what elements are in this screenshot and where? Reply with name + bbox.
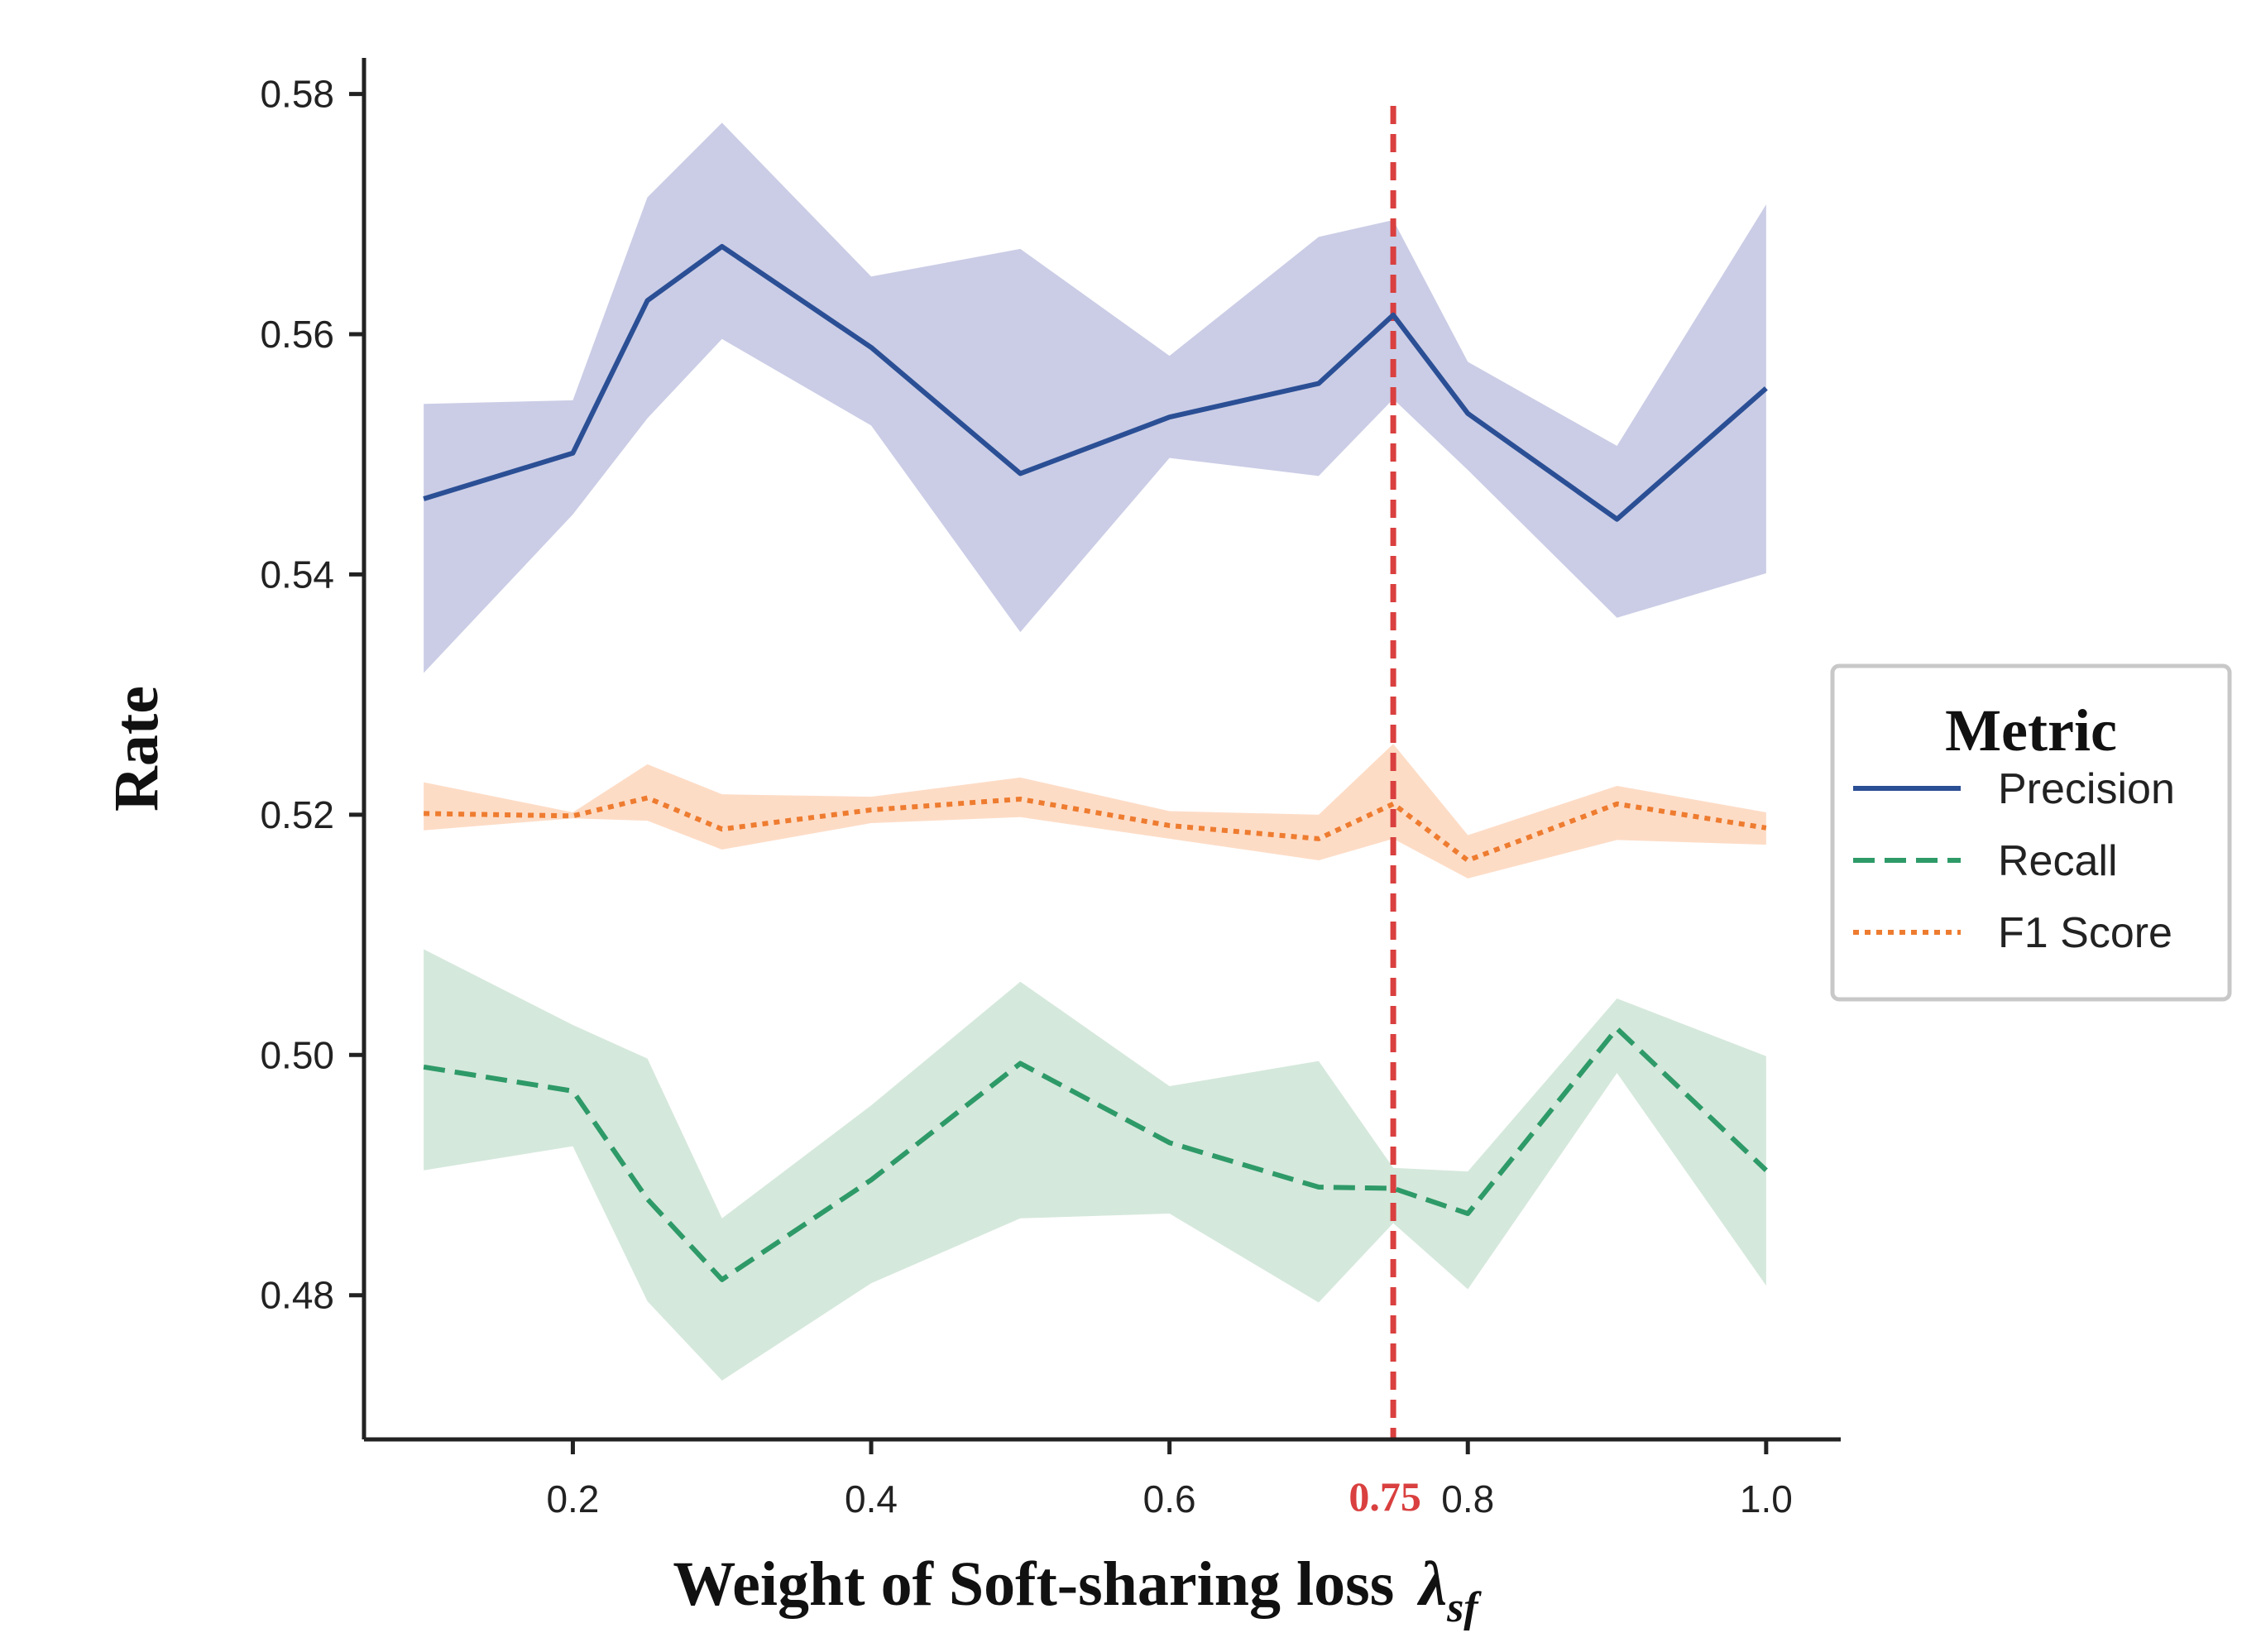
precision-line (423, 243, 1768, 522)
f1-score-legend-label: F1 Score (1998, 909, 2172, 957)
x-tick-label: 0.8 (1441, 1477, 1494, 1520)
y-ticks: 0.48 0.50 0.52 0.54 0.56 0.58 (260, 73, 364, 1317)
f1-score-confidence-band (424, 744, 1766, 879)
legend-items: Precision Recall F1 Score (1853, 765, 2175, 957)
precision-legend-label: Precision (1998, 765, 2175, 813)
x-tick-label: 1.0 (1740, 1477, 1793, 1520)
x-axis-title-subscript: sf (1446, 1584, 1482, 1631)
y-tick-label: 0.48 (260, 1274, 334, 1317)
precision-confidence-band (424, 122, 1766, 673)
f1-score-line (424, 795, 1767, 864)
x-tick-label: 0.4 (845, 1477, 898, 1520)
y-axis-title: Rate (102, 686, 171, 812)
y-tick-label: 0.56 (260, 313, 334, 356)
series-lines (423, 243, 1768, 1282)
reference-line-label: 0.75 (1348, 1473, 1421, 1520)
y-tick-label: 0.58 (260, 73, 334, 116)
legend-box (1830, 663, 2232, 1002)
y-tick-label: 0.54 (260, 553, 334, 596)
recall-line (423, 1026, 1768, 1282)
legend: Metric Precision Recall F1 Score (1830, 663, 2232, 1002)
recall-legend-label: Recall (1998, 837, 2118, 885)
axes (362, 58, 1841, 1442)
confidence-bands (424, 122, 1766, 1381)
y-tick-label: 0.50 (260, 1033, 334, 1076)
legend-title: Metric (1945, 697, 2117, 764)
x-axis-title-text: Weight of Soft-sharing loss (673, 1549, 1394, 1619)
x-tick-label: 0.2 (546, 1477, 599, 1520)
y-tick-label: 0.52 (260, 793, 334, 836)
recall-confidence-band (424, 949, 1766, 1381)
x-tick-label: 0.6 (1143, 1477, 1196, 1520)
x-axis-title: Weight of Soft-sharing loss λsf (673, 1549, 1482, 1631)
x-ticks: 0.2 0.4 0.6 0.8 1.0 (546, 1439, 1793, 1520)
x-axis-title-symbol: λ (1416, 1549, 1447, 1619)
